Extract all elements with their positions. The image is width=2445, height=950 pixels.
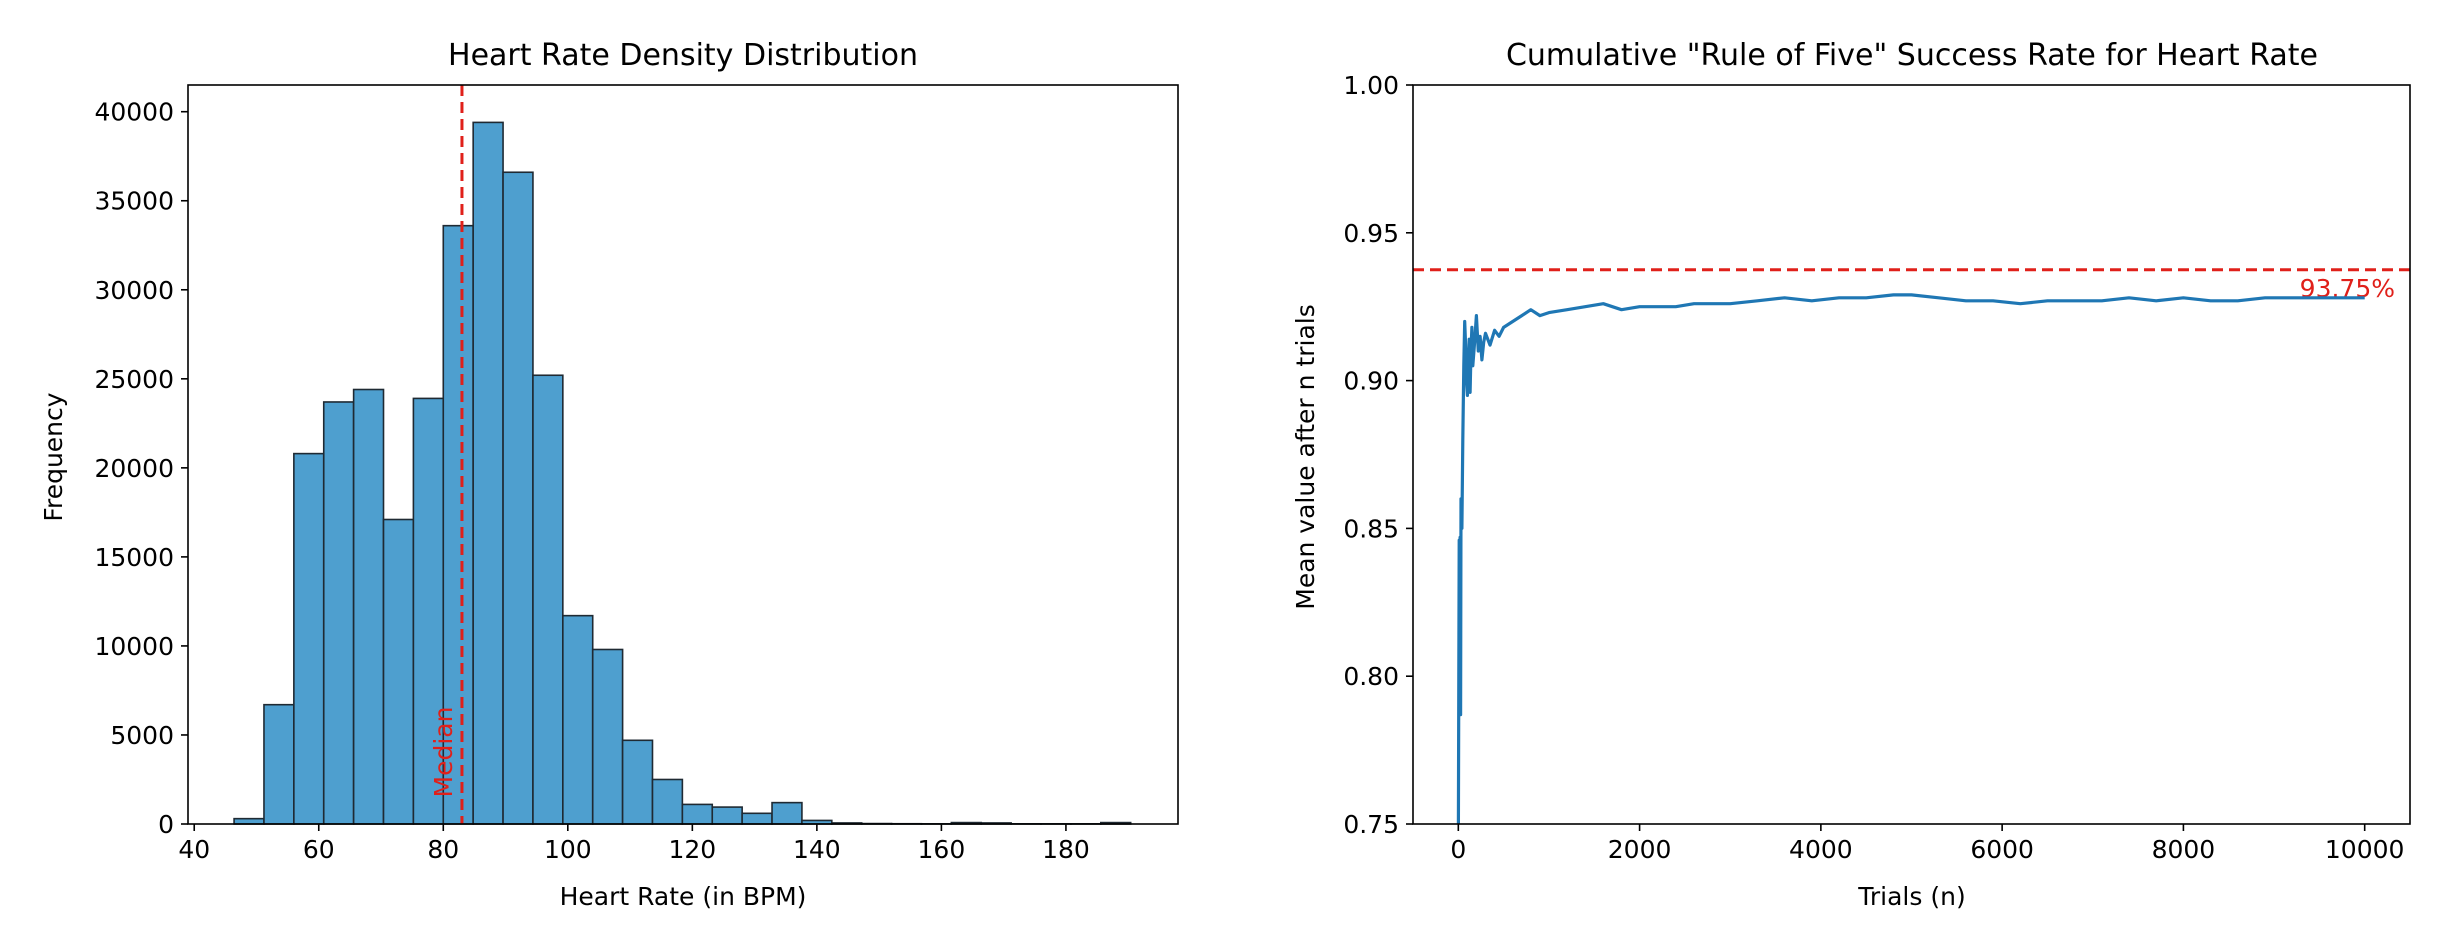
histogram-bar (412, 397, 445, 825)
histogram-y-axis-label: Frequency (39, 392, 68, 521)
x-tick-label: 160 (918, 835, 966, 864)
cumulative-line-chart: Cumulative "Rule of Five" Success Rate f… (1291, 38, 2411, 911)
histogram-bar (741, 812, 773, 825)
x-tick-label: 4000 (1789, 835, 1853, 864)
histogram-bar (681, 803, 714, 825)
y-tick-label: 0.85 (1343, 514, 1399, 543)
x-tick-label: 6000 (1970, 835, 2034, 864)
y-tick-label: 35000 (94, 187, 174, 216)
histogram-x-axis-label: Heart Rate (in BPM) (560, 882, 807, 911)
x-tick-label: 100 (544, 835, 592, 864)
histogram-frame (187, 84, 1179, 825)
y-tick-label: 30000 (94, 276, 174, 305)
median-label: Median (429, 707, 458, 798)
x-tick-label: 40 (178, 835, 210, 864)
histogram-title: Heart Rate Density Distribution (448, 38, 918, 73)
x-tick-label: 2000 (1608, 835, 1672, 864)
line-chart-title: Cumulative "Rule of Five" Success Rate f… (1506, 38, 2318, 73)
histogram-bar (293, 452, 325, 825)
line-x-axis-label: Trials (n) (1857, 882, 1965, 911)
x-tick-label: 180 (1042, 835, 1090, 864)
x-tick-label: 10000 (2325, 835, 2405, 864)
y-tick-label: 0.90 (1343, 367, 1399, 396)
histogram-bar (771, 801, 803, 825)
histogram-bar (233, 817, 265, 825)
histogram-bar (502, 171, 534, 825)
line-frame (1412, 84, 2411, 825)
line-plot-area: 0 2000 4000 6000 8000 10000 0.75 0.80 0.85 0.90 0.… (1343, 71, 2411, 864)
x-tick-label: 140 (793, 835, 841, 864)
y-tick-label: 0.80 (1343, 662, 1399, 691)
histogram-bar (352, 388, 385, 825)
x-tick-label: 120 (668, 835, 716, 864)
line-y-axis-label: Mean value after n trials (1291, 304, 1320, 610)
y-tick-label: 0.75 (1343, 810, 1399, 839)
x-tick-label: 0 (1450, 835, 1466, 864)
x-tick-label: 8000 (2152, 835, 2216, 864)
histogram-chart: Heart Rate Density Distribution 40 60 80 10… (39, 38, 1179, 911)
y-tick-label: 15000 (94, 543, 174, 572)
histogram-bar (651, 778, 684, 825)
y-tick-label: 10000 (94, 632, 174, 661)
y-tick-label: 5000 (110, 721, 174, 750)
histogram-bar (562, 614, 594, 825)
histogram-bar (382, 518, 415, 825)
histogram-bar (711, 806, 743, 825)
histogram-bar (532, 374, 564, 825)
y-tick-label: 25000 (94, 365, 174, 394)
histogram-bar (621, 739, 654, 825)
histogram-bar (472, 121, 504, 825)
y-tick-label: 0 (158, 810, 174, 839)
y-tick-label: 0.95 (1343, 219, 1399, 248)
histogram-plot-area: 40 60 80 100 120 140 160 180 0 5000 10000 15000 2000… (94, 84, 1179, 864)
histogram-bar (322, 401, 355, 825)
y-tick-label: 40000 (94, 98, 174, 127)
x-tick-label: 60 (303, 835, 335, 864)
histogram-bar (591, 648, 624, 825)
x-tick-label: 80 (427, 835, 459, 864)
cumulative-series-line (1456, 293, 2365, 825)
histogram-bar (263, 703, 295, 825)
y-tick-label: 20000 (94, 454, 174, 483)
y-tick-label: 1.00 (1343, 71, 1399, 100)
